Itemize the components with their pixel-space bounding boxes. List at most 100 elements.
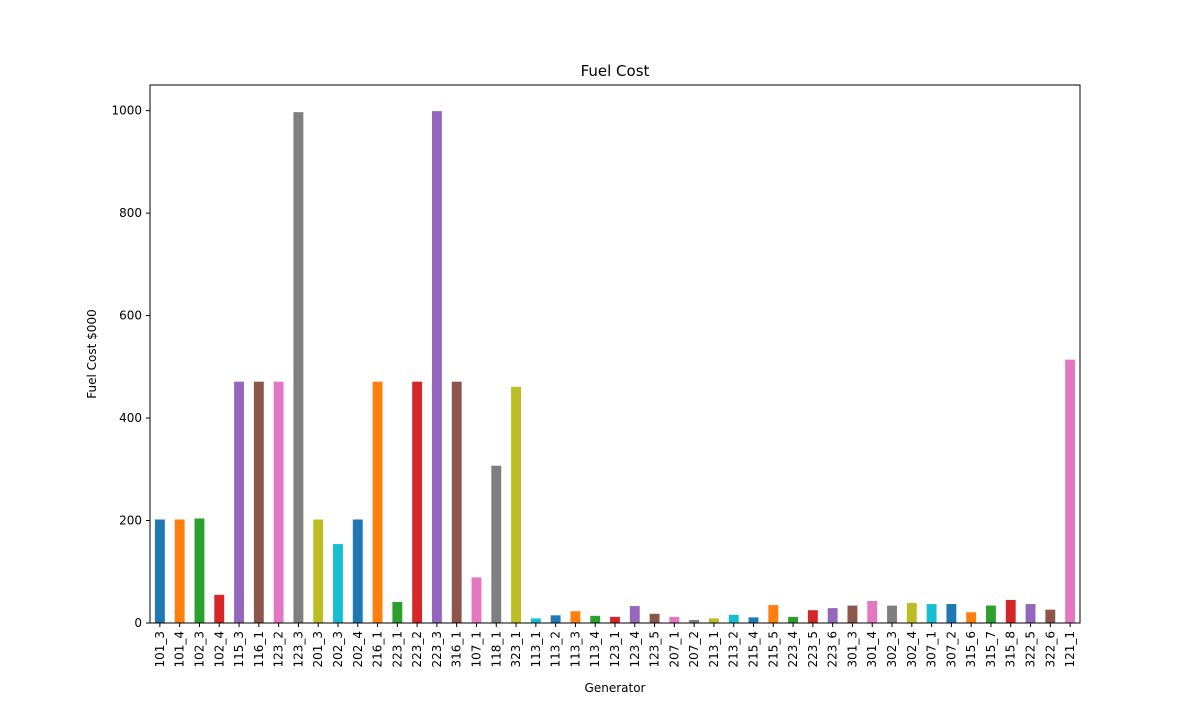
bar-107_1 [471,577,482,623]
x-tick-label: 307_2 [944,631,958,668]
x-tick-label: 302_3 [885,631,899,668]
bar-213_1 [708,618,719,623]
bar-118_1 [491,465,502,623]
y-axis-title: Fuel Cost $000 [85,309,99,398]
bar-216_1 [372,381,383,623]
x-tick-label: 202_4 [351,631,365,668]
bar-123_5 [649,613,660,623]
x-tick-label: 223_2 [410,631,424,668]
bar-202_4 [352,519,363,623]
bar-102_3 [194,518,205,623]
bar-215_5 [768,605,779,623]
x-axis: 101_3 101_4 102_3 102_4 115_3 116_1 123_2 123_3… [153,623,1077,668]
bar-116_1 [253,381,264,623]
x-tick-label: 123_5 [648,631,662,668]
bar-316_1 [451,381,462,623]
bar-315_7 [986,605,996,623]
x-tick-label: 223_4 [786,631,800,668]
x-tick-label: 315_6 [964,631,978,668]
bar-115_3 [234,381,244,623]
x-tick-label: 115_3 [232,631,246,668]
bar-315_8 [1005,599,1016,623]
x-tick-label: 113_4 [588,631,602,668]
x-tick-label: 307_1 [925,631,939,668]
bar-121_1 [1065,359,1076,623]
x-tick-label: 101_4 [173,631,187,668]
x-tick-label: 123_2 [272,631,286,668]
x-tick-label: 223_1 [390,631,404,668]
bar-113_2 [550,615,561,623]
x-tick-label: 123_3 [291,631,305,668]
bar-223_1 [392,601,403,623]
x-tick-label: 315_8 [1004,631,1018,668]
bar-215_4 [748,617,759,623]
y-tick-label: 800 [119,206,142,220]
x-tick-label: 316_1 [450,631,464,668]
x-tick-label: 123_1 [608,631,622,668]
y-tick-label: 1000 [111,104,142,118]
bar-301_3 [847,605,858,623]
x-tick-label: 301_4 [865,631,879,668]
bar-202_3 [333,544,343,623]
bar-322_5 [1025,604,1036,623]
x-tick-label: 202_3 [331,631,345,668]
bar-123_4 [629,606,640,623]
x-tick-label: 216_1 [371,631,385,668]
bar-223_2 [412,381,423,623]
x-tick-label: 123_4 [628,631,642,668]
x-tick-label: 121_1 [1063,631,1077,668]
x-tick-label: 213_2 [727,631,741,668]
x-tick-label: 207_1 [667,631,681,668]
bar-123_1 [610,616,620,623]
x-tick-label: 201_3 [311,631,325,668]
x-tick-label: 113_3 [568,631,582,668]
plot-area [149,84,1081,624]
bar-223_4 [788,616,799,623]
y-axis: 0 200 400 600 800 1000 [111,104,150,630]
bar-201_3 [313,519,324,623]
x-tick-label: 116_1 [252,631,266,668]
x-tick-label: 215_5 [766,631,780,668]
x-tick-label: 101_3 [153,631,167,668]
bar-207_2 [689,619,700,623]
x-tick-label: 102_4 [212,631,226,668]
bar-207_1 [669,616,680,623]
y-tick-label: 400 [119,411,142,425]
bar-113_1 [530,618,541,623]
bar-123_3 [293,112,304,623]
x-tick-label: 102_3 [192,631,206,668]
bar-223_6 [827,608,838,623]
bar-302_4 [906,603,917,623]
x-tick-label: 322_6 [1043,631,1057,668]
y-tick-label: 600 [119,309,142,323]
bar-315_6 [966,612,977,623]
x-tick-label: 215_4 [747,631,761,668]
bar-323_1 [511,386,522,623]
bar-213_2 [728,614,739,623]
bar-101_3 [154,519,165,623]
x-tick-label: 113_1 [529,631,543,668]
y-tick-label: 200 [119,514,142,528]
x-tick-label: 302_4 [905,631,919,668]
x-tick-label: 223_6 [826,631,840,668]
bar-113_4 [590,615,601,623]
x-tick-label: 113_2 [549,631,563,668]
bar-302_3 [887,605,897,623]
bar-307_2 [946,604,957,623]
bar-223_5 [807,610,818,623]
x-tick-label: 322_5 [1024,631,1038,668]
bar-123_2 [273,381,284,623]
bar-301_4 [867,600,878,623]
x-tick-label: 223_5 [806,631,820,668]
x-tick-label: 213_1 [707,631,721,668]
plot-frame [149,84,1081,624]
x-tick-label: 223_3 [430,631,444,668]
bar-322_6 [1045,609,1056,623]
x-tick-label: 107_1 [469,631,483,668]
x-tick-label: 207_2 [687,631,701,668]
bar-113_3 [570,611,581,623]
y-tick-label: 0 [134,616,142,630]
bar-101_4 [174,519,185,623]
